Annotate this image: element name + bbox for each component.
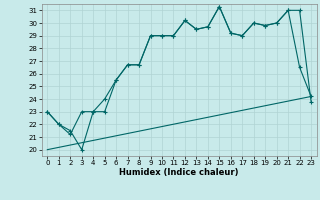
X-axis label: Humidex (Indice chaleur): Humidex (Indice chaleur) (119, 168, 239, 177)
